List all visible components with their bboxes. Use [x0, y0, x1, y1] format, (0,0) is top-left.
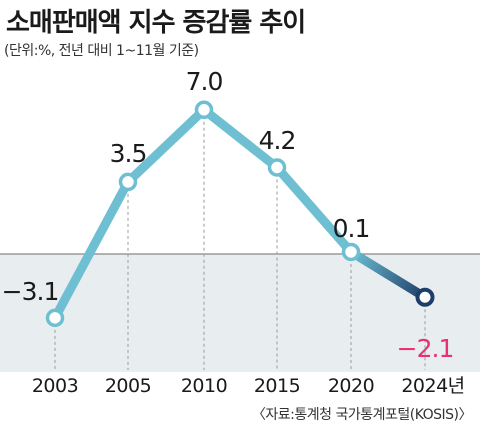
x-tick-label: 2005	[105, 375, 151, 397]
data-point	[267, 158, 287, 177]
value-label: 7.0	[186, 67, 223, 96]
chart-subtitle: (단위:%, 전년 대비 1~11월 기준)	[4, 43, 199, 59]
series-segment	[272, 162, 356, 257]
value-label: 0.1	[333, 214, 370, 243]
value-label: 4.2	[259, 126, 296, 155]
series-segment	[346, 247, 430, 302]
series-segment	[50, 177, 133, 323]
data-point	[341, 242, 361, 262]
data-point	[118, 172, 138, 192]
x-axis-labels: 2003 2005 2010 2015 2020 2024년	[32, 375, 465, 397]
series-line	[50, 105, 430, 323]
x-tick-label: 2003	[32, 375, 78, 397]
value-labels: −3.1 3.5 7.0 4.2 0.1 −2.1	[2, 67, 455, 363]
data-point	[415, 287, 435, 307]
data-point	[194, 100, 214, 120]
x-tick-label: 2010	[181, 375, 227, 397]
x-tick-label: 2020	[328, 375, 374, 397]
series-segment	[123, 105, 209, 187]
value-label: −3.1	[2, 277, 59, 306]
chart-title: 소매판매액 지수 증감률 추이	[6, 8, 306, 38]
source-note: 〈자료:통계청 국가통계포털(KOSIS)〉	[251, 407, 473, 423]
value-label: −2.1	[397, 334, 454, 363]
value-label: 3.5	[110, 139, 147, 168]
x-tick-label: 2024년	[401, 375, 464, 397]
data-point	[45, 308, 65, 328]
x-tick-label: 2015	[254, 375, 300, 397]
guide-lines	[54, 109, 426, 370]
data-markers	[45, 100, 435, 328]
series-segment	[199, 105, 282, 172]
